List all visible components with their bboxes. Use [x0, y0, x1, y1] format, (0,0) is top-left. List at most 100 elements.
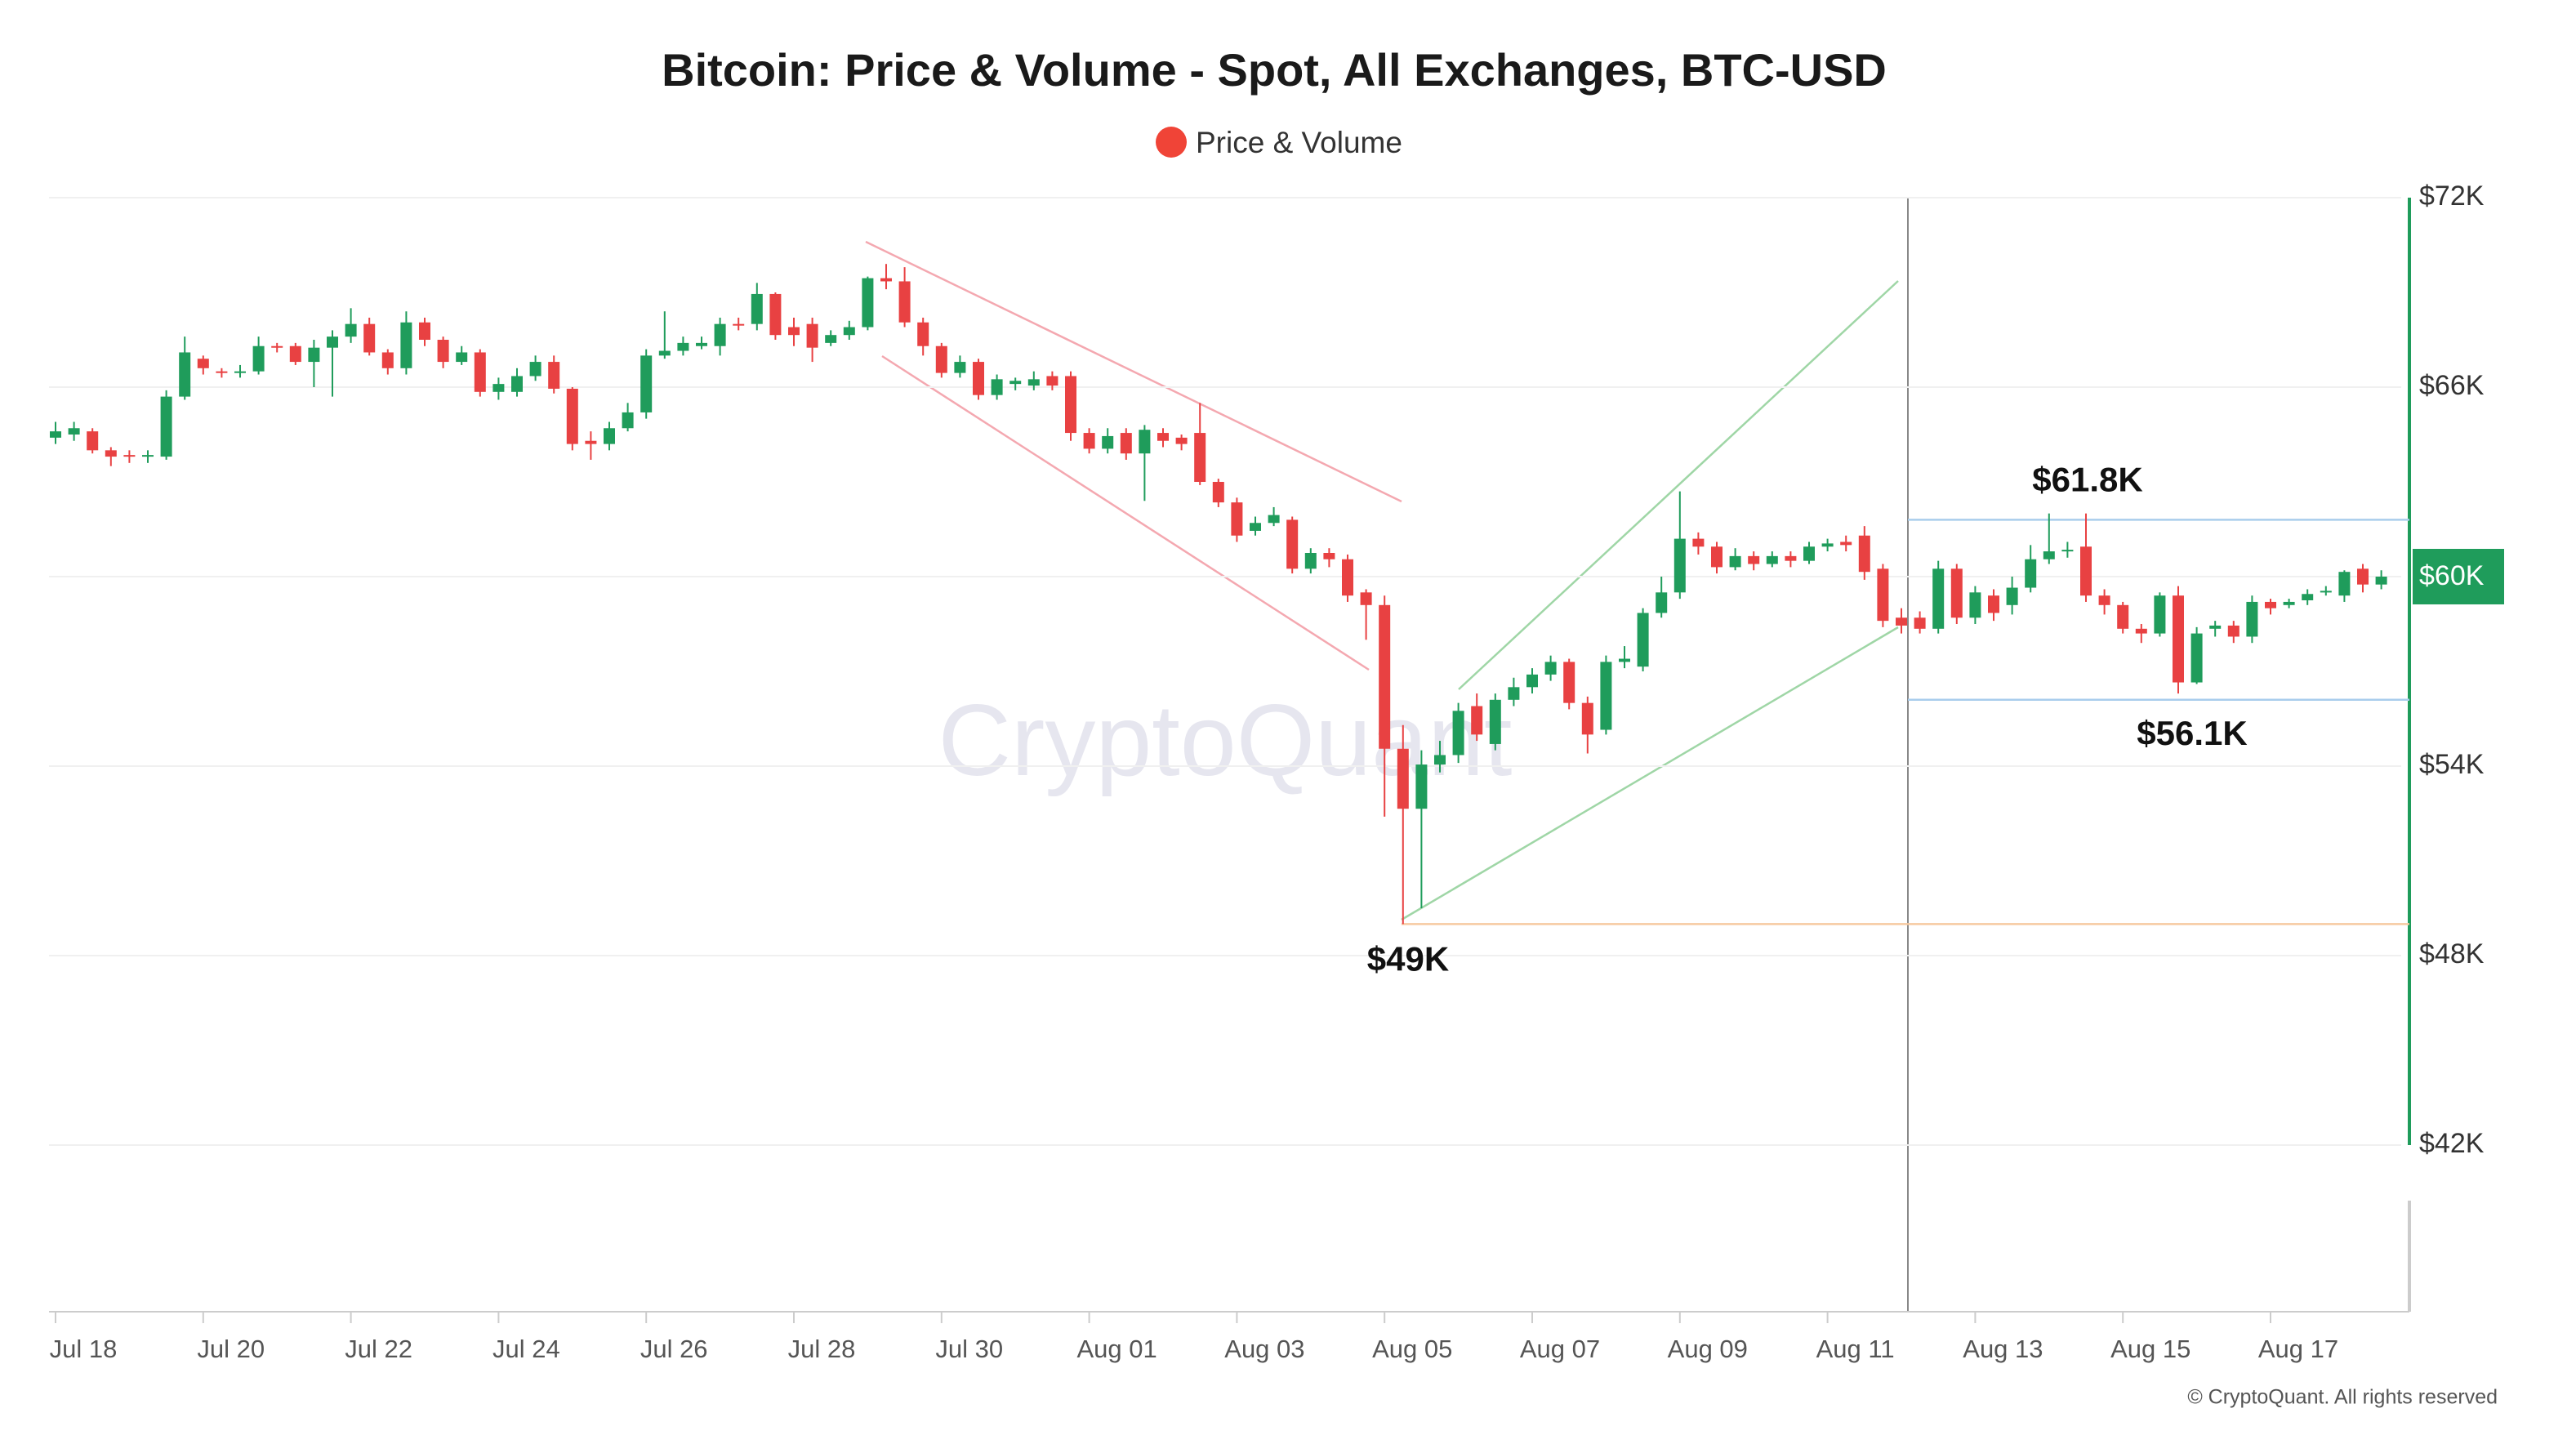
- x-tick-label: Aug 13: [1963, 1335, 2043, 1363]
- candle-body: [1821, 543, 1834, 547]
- last-price-box: [2413, 549, 2504, 604]
- candle-body: [400, 322, 412, 368]
- candle-body: [308, 347, 320, 363]
- candle-body: [1600, 662, 1612, 730]
- candle-body: [1508, 687, 1520, 700]
- candle-body: [2173, 595, 2184, 683]
- candle-body: [2246, 601, 2258, 637]
- candle-body: [419, 322, 430, 340]
- x-tick-label: Aug 17: [2258, 1335, 2338, 1363]
- candle-body: [954, 362, 966, 373]
- candle-body: [2043, 551, 2055, 559]
- candle-body: [880, 278, 892, 282]
- trend-line: [865, 240, 1402, 503]
- candle-body: [1286, 519, 1299, 569]
- candle-body: [381, 352, 394, 368]
- candle-body: [1877, 568, 1889, 622]
- x-tick-label: Aug 03: [1224, 1335, 1304, 1363]
- candle-body: [1581, 702, 1593, 735]
- annotation-label: $56.1K: [2137, 714, 2247, 752]
- candle-body: [898, 281, 911, 323]
- candle-body: [2227, 625, 2240, 637]
- candle-body: [1083, 433, 1095, 449]
- candle-body: [2061, 550, 2074, 552]
- candle-body: [2117, 604, 2129, 629]
- candle-body: [2080, 546, 2092, 596]
- candle-body: [677, 342, 689, 351]
- candle-body: [843, 327, 855, 336]
- candle-body: [1250, 523, 1261, 531]
- candle-body: [1637, 613, 1649, 667]
- candle-body: [1803, 546, 1815, 561]
- candle-body: [216, 371, 228, 373]
- x-tick-label: Aug 07: [1520, 1335, 1600, 1363]
- candle-body: [2375, 577, 2387, 585]
- candle-body: [1046, 376, 1058, 386]
- candle-body: [1397, 748, 1409, 809]
- candle-body: [696, 342, 707, 346]
- x-tick-label: Jul 26: [640, 1335, 708, 1363]
- candle-body: [68, 428, 80, 435]
- candle-body: [1785, 555, 1797, 561]
- candle-body: [474, 352, 486, 392]
- candle-body: [234, 371, 246, 373]
- candle-body: [2302, 594, 2314, 600]
- candle-body: [1342, 559, 1353, 596]
- y-tick-label: $42K: [2419, 1128, 2485, 1159]
- candle-body: [2025, 559, 2037, 588]
- candle-body: [1748, 555, 1760, 564]
- candle-body: [1268, 515, 1280, 524]
- candle-body: [252, 345, 265, 372]
- candle-body: [179, 352, 191, 397]
- y-tick-label: $54K: [2419, 749, 2485, 780]
- candle-body: [87, 431, 99, 451]
- candle-body: [658, 350, 671, 356]
- candle-body: [2006, 587, 2018, 605]
- annotation-label: $49K: [1367, 939, 1449, 978]
- candle-body: [1988, 595, 1999, 613]
- candle-body: [1656, 592, 1668, 613]
- y-tick-label: $72K: [2419, 181, 2485, 212]
- x-tick-label: Aug 05: [1372, 1335, 1452, 1363]
- candle-body: [714, 323, 726, 346]
- candle-body: [529, 362, 541, 377]
- candle-body: [1471, 706, 1483, 735]
- candle-body: [548, 362, 560, 389]
- candle-body: [566, 388, 578, 444]
- candle-body: [1065, 376, 1076, 434]
- trend-line: [1401, 626, 1899, 921]
- candle-body: [604, 428, 615, 444]
- candle-body: [1711, 546, 1723, 568]
- candle-body: [935, 345, 947, 373]
- candle-body: [917, 322, 929, 346]
- x-tick-label: Aug 09: [1668, 1335, 1748, 1363]
- x-tick-label: Jul 24: [492, 1335, 560, 1363]
- candle-body: [1674, 538, 1686, 593]
- y-tick-label: $66K: [2419, 370, 2485, 401]
- candle-body: [2283, 601, 2295, 605]
- candle-body: [806, 323, 818, 348]
- chart-title: Bitcoin: Price & Volume - Spot, All Exch…: [662, 44, 1887, 96]
- x-tick-label: Aug 01: [1076, 1335, 1157, 1363]
- candle-body: [1212, 482, 1224, 503]
- candle-body: [1858, 535, 1870, 573]
- candle-body: [788, 327, 800, 336]
- candle-body: [2357, 568, 2369, 585]
- candle-body: [363, 323, 376, 353]
- candle-body: [105, 450, 117, 457]
- candle-body: [511, 376, 523, 392]
- candle-body: [1692, 538, 1705, 547]
- candle-body: [769, 293, 782, 336]
- candle-body: [585, 440, 597, 444]
- candle-body: [345, 323, 357, 337]
- candle-body: [2338, 572, 2351, 596]
- candle-body: [1175, 437, 1188, 444]
- candle-body: [1157, 433, 1169, 441]
- candle-body: [991, 379, 1003, 395]
- candle-body: [1379, 604, 1391, 749]
- candle-body: [2265, 601, 2276, 608]
- x-tick-label: Jul 30: [935, 1335, 1003, 1363]
- candle-body: [1304, 553, 1317, 569]
- candle-body: [1323, 553, 1335, 559]
